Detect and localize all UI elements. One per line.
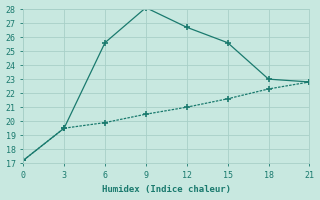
X-axis label: Humidex (Indice chaleur): Humidex (Indice chaleur): [102, 185, 231, 194]
